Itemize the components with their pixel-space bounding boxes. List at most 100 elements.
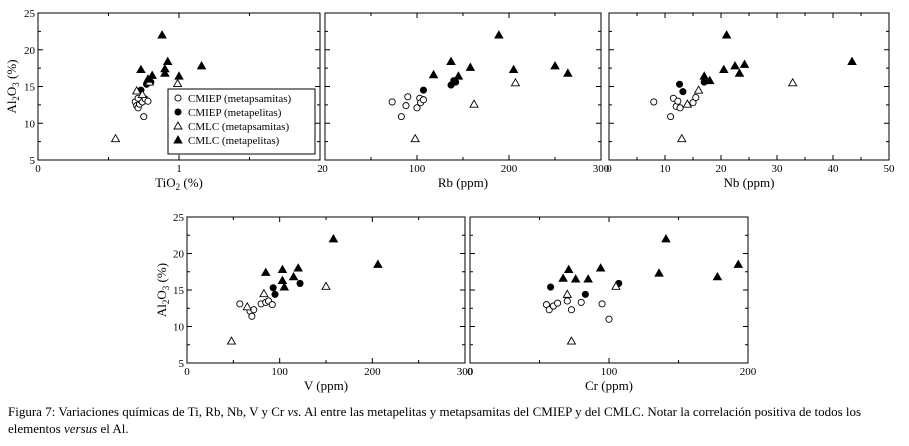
y-tick-label: 5	[179, 358, 185, 370]
y-tick-label: 5	[30, 155, 36, 167]
series-cmlc-metapelitas	[558, 233, 744, 283]
data-point	[419, 86, 427, 94]
x-tick-label: 200	[501, 163, 518, 175]
y-tick-label: 10	[24, 118, 36, 130]
x-tick-label: 40	[828, 163, 840, 175]
x-axis-label: Rb (ppm)	[438, 175, 488, 190]
data-point	[373, 259, 383, 268]
data-point	[682, 99, 693, 108]
y-tick-label: 25	[173, 212, 185, 224]
figure-caption: Figura 7: Variaciones químicas de Ti, Rb…	[8, 403, 903, 437]
legend-marker	[174, 94, 182, 102]
data-point	[174, 71, 184, 80]
x-axis-label: Cr (ppm)	[585, 378, 633, 393]
y-tick-label: 15	[24, 82, 36, 94]
x-tick-label: 0	[467, 366, 473, 378]
data-point	[268, 301, 276, 309]
caption-part-2: Al entre las metapelitas y metapsamitas …	[8, 404, 862, 436]
x-axis-label: V (ppm)	[304, 378, 348, 393]
data-point	[446, 56, 456, 65]
data-point	[661, 233, 671, 243]
data-point	[712, 271, 723, 281]
data-point	[279, 282, 290, 291]
data-point	[277, 275, 288, 284]
series-cmiep-metapsamitas	[542, 297, 613, 323]
x-tick-label: 0	[35, 163, 41, 175]
data-point	[547, 283, 555, 291]
x-tick-label: 0	[322, 163, 328, 175]
series-cmlc-metapelitas	[428, 30, 573, 80]
data-point	[667, 113, 675, 121]
data-point	[321, 281, 331, 290]
x-tick-label: 100	[271, 366, 288, 378]
data-point	[413, 104, 421, 112]
x-tick-label: 10	[660, 163, 672, 175]
y-axis-label: Al2O3 (%)	[154, 263, 171, 317]
data-point	[136, 64, 146, 74]
data-point	[676, 104, 684, 112]
data-point	[563, 264, 574, 274]
series-cmlc-metapsamitas	[226, 281, 331, 345]
data-point	[699, 71, 709, 80]
x-tick-label: 200	[740, 366, 757, 378]
legend-entry: CMLC (metapelitas)	[188, 135, 280, 147]
data-point	[288, 271, 299, 281]
caption-versus: versus	[63, 421, 98, 436]
data-point	[577, 298, 585, 306]
x-tick-label: 300	[593, 163, 610, 175]
data-point	[277, 264, 288, 274]
panel-4: 0 100 200 300 5 10 15 20 25 V (ppm) Al2O3 (%)	[154, 212, 474, 393]
legend-marker	[173, 135, 183, 144]
panel-3: 0 10 20 30 40 50 Nb (ppm)	[606, 12, 896, 190]
panel-5: 0 100 200 Cr (ppm)	[467, 216, 757, 393]
x-tick-label: 2	[317, 163, 323, 175]
series-cmlc-metapelitas	[136, 30, 207, 83]
data-point	[172, 78, 183, 88]
panel-2: 0 100 200 300 Rb (ppm)	[322, 12, 610, 190]
data-point	[271, 290, 279, 298]
x-axis-label: TiO2 (%)	[155, 175, 203, 192]
data-point	[734, 68, 745, 77]
data-point	[397, 113, 405, 121]
data-point	[705, 75, 715, 85]
x-tick-label: 20	[716, 163, 728, 175]
legend-box	[167, 88, 316, 155]
caption-vs: vs.	[287, 404, 302, 419]
data-point	[581, 290, 589, 298]
y-tick-label: 25	[24, 8, 36, 20]
legend-entry: CMLC (metapsamitas)	[188, 121, 289, 133]
x-tick-label: 50	[884, 163, 896, 175]
data-point	[677, 133, 687, 143]
y-tick-label: 20	[173, 249, 185, 261]
series-cmiep-metapsamitas	[650, 93, 700, 121]
x-tick-label: 300	[457, 366, 474, 378]
series-cmiep-metapsamitas	[388, 93, 427, 121]
series-cmiep-metapsamitas	[236, 297, 276, 320]
series-cmiep-metapelitas	[547, 279, 623, 298]
data-point	[693, 85, 704, 94]
caption-part-3: el Al.	[97, 421, 129, 436]
data-point	[567, 306, 576, 314]
y-tick-label: 10	[173, 322, 185, 334]
plot-frame	[469, 216, 749, 364]
x-tick-label: 30	[772, 163, 784, 175]
y-tick-label: 15	[173, 285, 185, 297]
legend: CMIEP (metapsamitas) CMIEP (metapelitas) C…	[167, 88, 316, 155]
series-cmiep-metapelitas	[419, 77, 460, 94]
legend-marker	[174, 108, 182, 116]
data-point	[269, 284, 277, 292]
data-point	[733, 259, 744, 268]
legend-entry: CMIEP (metapelitas)	[188, 107, 282, 119]
data-point	[452, 78, 460, 86]
data-point	[562, 289, 573, 298]
data-point	[388, 98, 396, 106]
data-point	[558, 273, 568, 282]
data-point	[328, 233, 339, 243]
data-point	[248, 312, 256, 320]
data-point	[465, 62, 476, 71]
data-point	[137, 89, 148, 99]
data-point	[160, 68, 170, 77]
data-point	[242, 301, 253, 311]
